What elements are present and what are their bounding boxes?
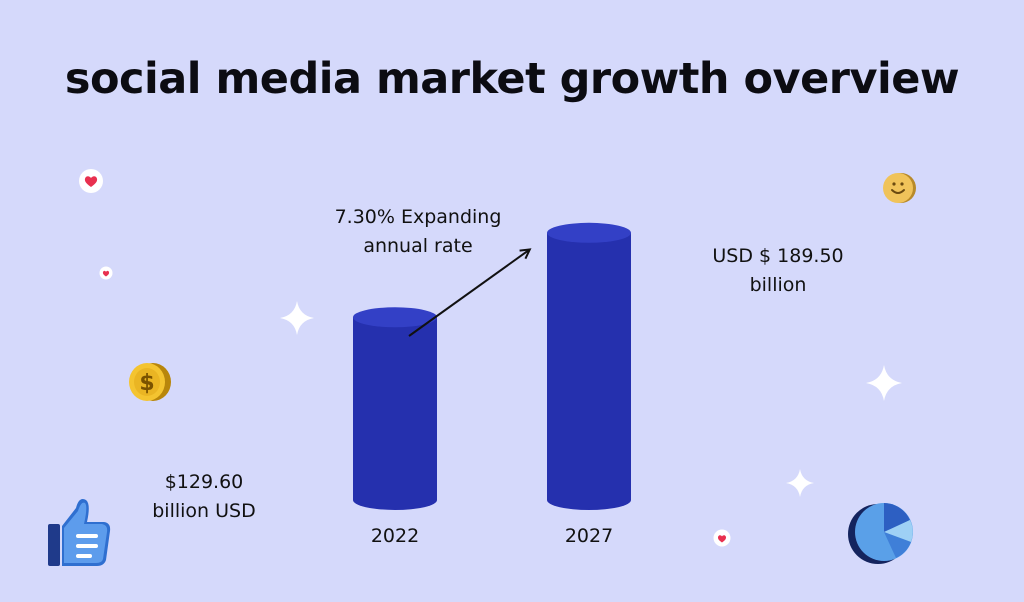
growth-annotation-line2: annual rate (363, 235, 473, 257)
smiley-icon (883, 173, 916, 203)
chart-title: social media market growth overview (64, 54, 960, 104)
bar-top-2027 (547, 222, 631, 243)
coin-icon: $ (129, 363, 171, 401)
pie-chart-icon (848, 503, 913, 564)
bar-2027 (547, 222, 631, 510)
growth-arrow (408, 250, 529, 337)
bar-2022 (353, 307, 437, 510)
value-label-2022-line2: billion USD (152, 500, 256, 522)
growth-annotation: 7.30% Expanding annual rate (318, 203, 518, 261)
category-label-2022: 2022 (370, 525, 420, 547)
sparkle-icon (280, 301, 314, 335)
sparkle-icon (786, 469, 814, 497)
category-label-2027: 2027 (564, 525, 614, 547)
sparkle-icon (866, 365, 902, 401)
thumbs-up-icon (48, 499, 111, 566)
value-label-2027-line2: billion (749, 274, 807, 296)
value-label-2022-line1: $129.60 (164, 471, 244, 493)
growth-annotation-line1: 7.30% Expanding (334, 206, 502, 228)
value-label-2027-line1: USD $ 189.50 (712, 245, 844, 267)
bar-body-2027 (547, 232, 631, 510)
value-label-2027: USD $ 189.50 billion (698, 242, 858, 300)
value-label-2022: $129.60 billion USD (140, 468, 268, 526)
small-heart-icon (99, 266, 113, 280)
svg-text:$: $ (139, 371, 154, 396)
bar-body-2022 (353, 317, 437, 510)
bar-top-2022 (353, 307, 437, 328)
heart-icon (79, 169, 103, 193)
small-heart-icon (713, 529, 731, 547)
